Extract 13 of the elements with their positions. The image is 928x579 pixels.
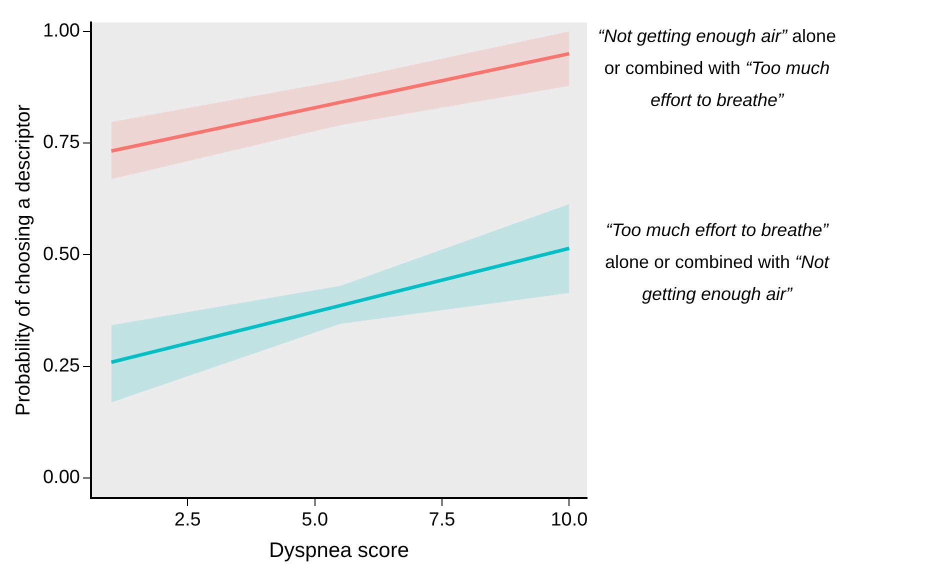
x-tick-label: 5.0 (302, 510, 328, 531)
y-tick-label: 0.75 (42, 132, 80, 154)
text: “Not getting enough air” alone or combined with “Too much effort to breathe” (598, 26, 836, 110)
y-tick-label: 0.50 (42, 244, 80, 265)
x-axis-title: Dyspnea score (268, 539, 410, 562)
y-tick-label: 1.00 (42, 20, 80, 42)
text: “Too much effort to breathe” alone or combined with “Not getting enough air” (604, 220, 830, 304)
x-tick-label: 7.5 (428, 510, 456, 531)
y-axis-title: Probability of choosing a descriptor (12, 104, 35, 416)
y-tick-label: 0.25 (42, 355, 80, 376)
y-tick-label: 0.00 (42, 467, 80, 488)
x-tick-label: 10.0 (550, 510, 588, 531)
x-tick-label: 2.5 (174, 510, 201, 531)
